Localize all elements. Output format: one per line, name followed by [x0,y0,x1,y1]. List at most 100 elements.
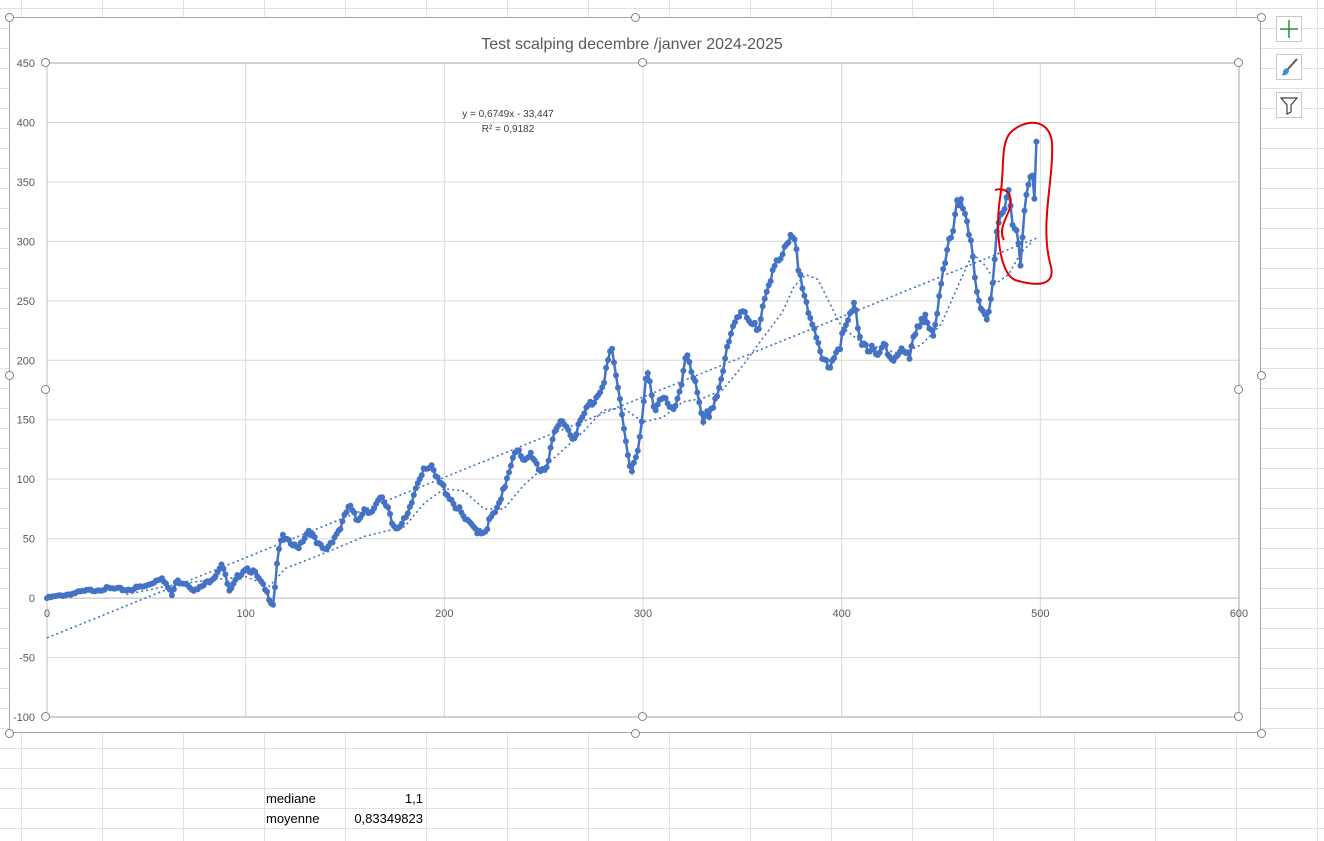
data-point [688,369,695,375]
data-point [494,504,501,511]
data-point [387,510,393,517]
data-point [823,357,830,364]
x-tick-label: 300 [634,608,652,620]
data-point [771,262,778,269]
data-point [732,319,738,326]
data-point [450,500,457,507]
data-point [987,296,994,302]
data-point [599,384,606,391]
data-point [605,357,612,363]
data-point [870,346,877,353]
resize-handle-right[interactable] [1257,371,1266,380]
data-point [398,520,405,527]
data-point [648,392,655,399]
chart-filters-button[interactable] [1276,92,1302,118]
x-tick-label: 500 [1031,608,1049,620]
data-point [1003,194,1010,201]
chart-area[interactable]: -100 -50 0 50 100 150 200 250 300 350 400 450 0 100 20… [9,17,1261,733]
data-point [351,509,358,516]
data-point [815,339,822,346]
y-tick-label: 350 [17,177,35,189]
data-point [440,482,447,489]
data-point [1019,234,1026,241]
data-point [948,234,955,241]
data-point [696,399,703,406]
data-point [624,452,631,459]
data-point [509,454,516,461]
data-point [1031,195,1038,202]
plot-handle-top-left[interactable] [41,58,50,67]
data-point [983,316,990,323]
y-tick-label: 250 [17,296,35,308]
data-point [430,467,437,473]
resize-handle-top-left[interactable] [5,13,14,22]
data-point [720,368,727,375]
chart-styles-button[interactable] [1276,54,1302,80]
resize-handle-bottom[interactable] [631,729,640,738]
data-point [601,379,608,386]
data-point [956,202,962,209]
plot-handle-bottom-left[interactable] [41,712,50,721]
plot-handle-bottom[interactable] [638,712,647,721]
data-point [506,469,512,476]
chart-title: Test scalping decembre /janver 2024-2025 [481,36,783,53]
data-point [716,384,723,391]
data-point [603,364,610,371]
data-point [527,449,534,456]
plot-handle-left[interactable] [41,385,50,394]
chart-elements-button[interactable] [1276,16,1302,42]
resize-handle-bottom-left[interactable] [5,729,14,738]
data-point [906,355,913,362]
data-point [714,393,721,400]
data-point [934,310,941,317]
data-point [573,431,580,438]
data-point [547,444,554,451]
data-point [611,359,617,366]
plot-handle-top[interactable] [638,58,647,67]
data-point [680,367,687,374]
resize-handle-top[interactable] [631,13,640,22]
data-point [628,468,635,475]
data-point [801,292,808,299]
data-point [728,330,734,337]
data-point [856,333,863,340]
stat-value[interactable]: 0,83349823 [354,811,423,826]
data-point [270,601,276,608]
plot-handle-top-right[interactable] [1234,58,1243,67]
data-point [932,321,939,328]
plot-handle-right[interactable] [1234,385,1243,394]
resize-handle-top-right[interactable] [1257,13,1266,22]
data-point [686,359,693,365]
plot-handle-bottom-right[interactable] [1234,712,1243,721]
data-point [843,322,849,328]
data-point [1017,262,1024,269]
resize-handle-bottom-right[interactable] [1257,729,1266,738]
data-point [908,343,915,350]
chart-svg: -100 -50 0 50 100 150 200 250 300 350 400 450 0 100 20… [13,36,1248,724]
data-point [684,352,691,359]
data-point [958,196,964,203]
data-point [763,288,770,295]
stat-label[interactable]: mediane [266,791,316,806]
data-point [904,349,911,356]
data-point [950,228,957,234]
data-point [799,285,806,292]
x-tick-label: 100 [236,608,254,620]
stat-value[interactable]: 1,1 [404,791,423,806]
data-point [252,568,259,575]
data-point [827,364,834,371]
y-tick-label: -50 [19,653,35,665]
data-point [515,447,522,454]
data-point [617,395,623,402]
data-point [759,303,766,310]
data-point [803,299,810,305]
data-point [726,338,732,345]
data-point [1013,227,1020,234]
data-point [811,325,818,332]
x-tick-label: 200 [435,608,453,620]
data-point [484,526,491,533]
data-point [916,323,923,330]
resize-handle-left[interactable] [5,371,14,380]
stat-label[interactable]: moyenne [266,811,320,826]
data-point [434,474,441,481]
